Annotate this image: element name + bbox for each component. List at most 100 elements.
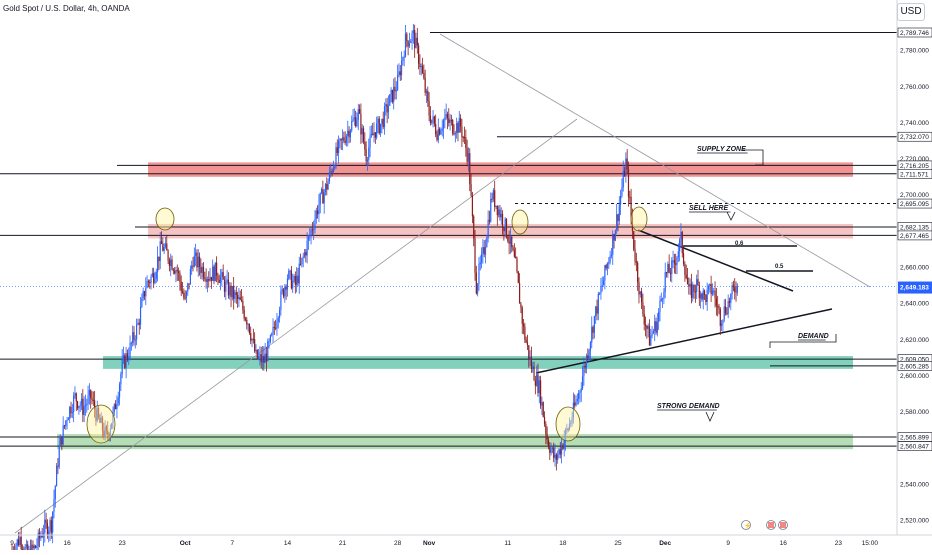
candle-body (724, 307, 725, 320)
lightning-glyph: ⚡ (744, 522, 751, 530)
candle-body (650, 336, 651, 346)
candle-body (541, 402, 542, 405)
currency-button[interactable]: USD (897, 3, 925, 21)
candle-body (371, 134, 372, 136)
candle-body (423, 73, 424, 78)
candle-body (619, 205, 620, 221)
candle-body (600, 287, 601, 293)
candle-body (220, 277, 221, 283)
y-tick-label: 2,760.000 (900, 84, 929, 91)
candle-body (198, 257, 199, 268)
candle-body (78, 406, 79, 408)
candle-body (431, 120, 432, 123)
candle-body (339, 139, 340, 141)
candle-body (385, 104, 386, 106)
candle-body (602, 285, 603, 287)
candle-body (42, 536, 43, 537)
candle-body (411, 33, 412, 41)
candle-body (674, 260, 675, 263)
level-tag-label: 2,711.571 (900, 171, 929, 178)
candle-body (624, 171, 625, 176)
candle-body (406, 34, 407, 41)
candle-body (665, 272, 666, 292)
candle-body (74, 393, 75, 396)
candle-body (512, 247, 513, 250)
candle-body (376, 124, 377, 138)
candle-body (48, 531, 49, 535)
candle-body (638, 282, 639, 294)
candle-body (246, 320, 247, 324)
candle-body (145, 288, 146, 296)
candle-body (495, 206, 496, 207)
candle-body (712, 291, 713, 294)
candle-body (369, 135, 370, 147)
candle-body (169, 260, 170, 266)
candle-body (35, 546, 36, 548)
candle-body (690, 284, 691, 287)
candle-body (347, 131, 348, 136)
candle-body (490, 199, 491, 221)
candle-body (295, 276, 296, 285)
highlight-circle (512, 210, 528, 234)
candle-body (642, 302, 643, 314)
candle-body (66, 420, 67, 421)
candle-body (680, 232, 681, 239)
candle-body (228, 280, 229, 296)
candle-body (304, 252, 305, 256)
candle-body (498, 209, 499, 215)
candle-body (283, 289, 284, 296)
candle-body (531, 357, 532, 369)
candle-body (530, 357, 531, 359)
candle-body (649, 326, 650, 346)
candle-body (366, 149, 367, 161)
candle-body (625, 159, 626, 177)
candle-body (236, 292, 237, 295)
y-tick-label: 2,520.000 (900, 518, 929, 525)
candle-body (119, 384, 120, 397)
candle-body (735, 292, 736, 293)
candle-body (248, 324, 249, 325)
candle-body (446, 114, 447, 117)
candle-body (356, 120, 357, 126)
candle-body (352, 119, 353, 121)
candle-body (69, 407, 70, 419)
x-tick-label: 11 (504, 540, 511, 547)
level-tag-label: 2,605.285 (900, 363, 929, 370)
candle-body (195, 253, 196, 256)
candle-body (408, 41, 409, 47)
y-tick-label: 2,740.000 (900, 120, 929, 127)
candle-body (708, 286, 709, 289)
candle-body (152, 273, 153, 276)
candle-body (486, 238, 487, 247)
candle-body (165, 244, 166, 248)
candle-body (684, 264, 685, 275)
candle-body (270, 335, 271, 341)
candle-body (87, 396, 88, 405)
candle-body (543, 402, 544, 417)
candle-body (316, 211, 317, 219)
candle-body (583, 366, 584, 376)
candle-body (81, 399, 82, 406)
candle-body (279, 310, 280, 318)
candle-body (459, 118, 460, 132)
candle-body (15, 546, 16, 550)
candle-body (585, 366, 586, 368)
candle-body (244, 310, 245, 319)
y-tick-label: 2,620.000 (900, 337, 929, 344)
candle-body (558, 449, 559, 454)
candle-body (262, 356, 263, 363)
candle-body (468, 153, 469, 162)
candle-body (343, 137, 344, 141)
candle-body (637, 263, 638, 283)
candle-body (211, 277, 212, 281)
candle-body (613, 234, 614, 240)
candle-body (439, 129, 440, 134)
level-tag-label: 2,565.899 (900, 435, 929, 442)
candle-body (438, 129, 439, 140)
candle-body (699, 285, 700, 298)
candle-body (286, 287, 287, 290)
candle-body (223, 272, 224, 280)
candle-body (245, 319, 246, 320)
